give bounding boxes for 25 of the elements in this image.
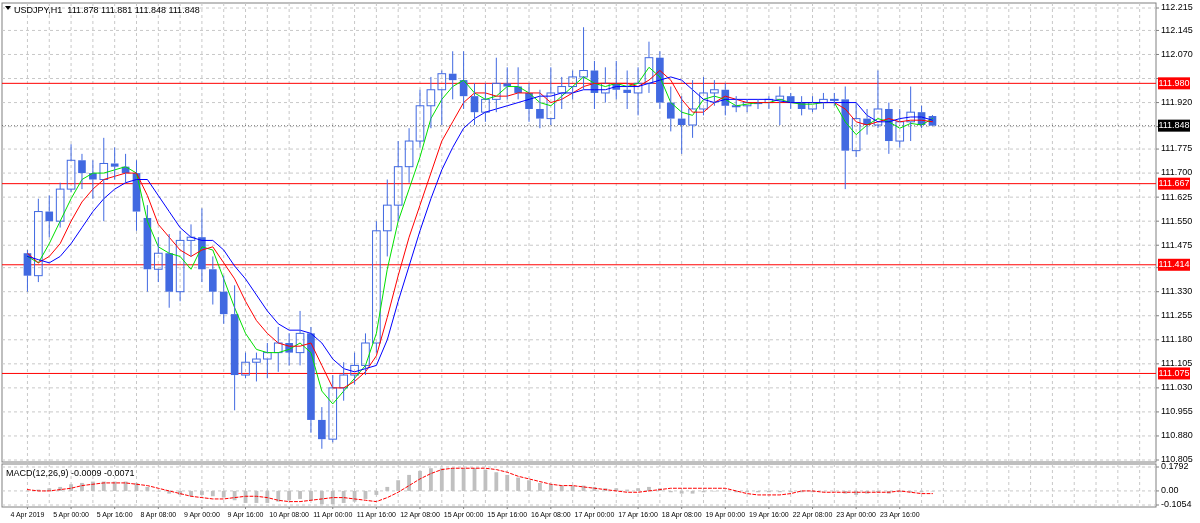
y-tick-label: 112.145 (1161, 24, 1193, 35)
chart-title: MACD(12,26,9) -0.0009 -0.0071 (6, 468, 135, 479)
y-tick-label: 111.775 (1161, 143, 1193, 154)
y-tick-label: -0.1054 (1161, 499, 1192, 510)
ref-line-label: 111.980 (1158, 77, 1190, 88)
y-tick-label: 111.105 (1161, 358, 1193, 369)
y-tick-label: 111.550 (1161, 215, 1193, 226)
y-tick-label: 0.00 (1161, 485, 1179, 496)
y-tick-label: 111.180 (1161, 334, 1193, 345)
y-tick-label: 111.625 (1161, 191, 1193, 202)
ref-line-label: 111.848 (1158, 120, 1190, 131)
y-tick-label: 112.215 (1161, 2, 1193, 13)
y-tick-label: 112.070 (1161, 48, 1193, 59)
y-tick-label: 111.330 (1161, 286, 1193, 297)
ref-line-label: 111.075 (1158, 367, 1190, 378)
y-tick-label: 110.955 (1161, 406, 1193, 417)
y-tick-label: 111.700 (1161, 167, 1193, 178)
y-tick-label: 111.475 (1161, 239, 1193, 250)
y-tick-label: 110.880 (1161, 430, 1193, 441)
ref-line-label: 111.667 (1158, 178, 1190, 189)
y-tick-label: 111.920 (1161, 96, 1193, 107)
y-tick-label: 111.030 (1161, 382, 1193, 393)
ref-line-label: 111.414 (1158, 259, 1190, 270)
chart-title: USDJPY,H1 111.878 111.881 111.848 111.848 (14, 5, 200, 16)
y-tick-label: 111.255 (1161, 310, 1193, 321)
